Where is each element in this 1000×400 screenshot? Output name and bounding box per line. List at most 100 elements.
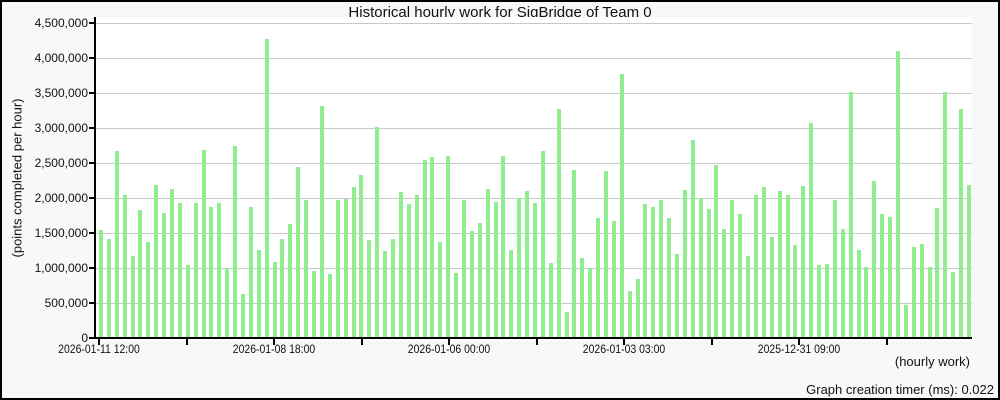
bar bbox=[856, 250, 861, 337]
bar bbox=[682, 190, 687, 337]
bar bbox=[193, 203, 198, 337]
y-axis-tick bbox=[89, 162, 94, 164]
y-axis-tick-label: 3,000,000 bbox=[34, 121, 88, 135]
bar bbox=[714, 165, 719, 337]
bar bbox=[785, 195, 790, 337]
y-axis-tick bbox=[89, 197, 94, 199]
bar bbox=[319, 106, 324, 337]
bar bbox=[667, 218, 672, 337]
bar bbox=[312, 271, 317, 337]
x-axis-tick bbox=[185, 339, 188, 345]
x-axis-tick bbox=[273, 339, 276, 345]
y-axis-tick-label: 3,500,000 bbox=[34, 86, 88, 100]
gridline bbox=[96, 198, 972, 199]
bar bbox=[572, 170, 577, 337]
bar bbox=[556, 109, 561, 337]
plot-area bbox=[94, 17, 972, 339]
y-axis-tick-label: 1,500,000 bbox=[34, 226, 88, 240]
y-axis-tick bbox=[89, 267, 94, 269]
bar bbox=[959, 109, 964, 337]
bar bbox=[730, 200, 735, 337]
y-axis-tick bbox=[89, 22, 94, 24]
bar bbox=[454, 273, 459, 337]
x-axis-tick-label: 2026-01-06 00:00 bbox=[407, 342, 491, 356]
bar bbox=[540, 151, 545, 337]
bar bbox=[106, 239, 111, 337]
gridline bbox=[96, 93, 972, 94]
y-axis-tick-label: 1,000,000 bbox=[34, 261, 88, 275]
bar bbox=[533, 203, 537, 337]
bar bbox=[722, 229, 727, 337]
bar bbox=[461, 200, 466, 337]
bar bbox=[706, 209, 711, 337]
bar bbox=[304, 200, 309, 337]
bar bbox=[375, 127, 380, 337]
bar bbox=[272, 262, 277, 337]
gridline bbox=[96, 58, 972, 59]
bar bbox=[185, 265, 190, 337]
bar bbox=[154, 185, 159, 337]
bar bbox=[422, 160, 427, 337]
bar bbox=[769, 237, 774, 337]
bar bbox=[493, 202, 498, 337]
bar bbox=[248, 207, 253, 337]
bar bbox=[895, 51, 900, 337]
bar bbox=[288, 224, 293, 337]
bar bbox=[801, 186, 806, 337]
bar bbox=[398, 192, 403, 337]
gridline bbox=[96, 163, 972, 164]
gridline bbox=[96, 23, 972, 24]
bar bbox=[840, 229, 845, 337]
x-axis-tick bbox=[535, 339, 538, 345]
bar bbox=[122, 195, 127, 337]
bar bbox=[256, 250, 261, 337]
bar bbox=[564, 312, 569, 337]
bar bbox=[438, 242, 443, 337]
bar bbox=[177, 203, 182, 337]
x-axis-tick bbox=[623, 339, 626, 345]
x-axis-tick-label: 2025-12-31 09:00 bbox=[758, 342, 841, 356]
bar bbox=[738, 214, 743, 337]
bar bbox=[761, 187, 766, 337]
bar bbox=[580, 258, 585, 337]
bar bbox=[943, 92, 948, 337]
x-axis-tick-label: 2026-01-08 18:00 bbox=[232, 342, 316, 356]
bar bbox=[162, 213, 167, 337]
bar bbox=[241, 294, 246, 337]
bar bbox=[114, 151, 119, 337]
bar bbox=[824, 264, 829, 337]
chart-title: Historical hourly work for SigBridge of … bbox=[348, 4, 652, 21]
bar bbox=[351, 187, 356, 337]
bar bbox=[643, 204, 648, 337]
y-axis-tick-label: 0 bbox=[81, 331, 88, 345]
bar bbox=[627, 291, 632, 337]
bar bbox=[935, 208, 940, 337]
y-axis-tick bbox=[89, 127, 94, 129]
x-axis-tick bbox=[798, 339, 801, 345]
bar bbox=[217, 203, 222, 337]
y-axis-tick bbox=[89, 57, 94, 59]
bar bbox=[130, 256, 135, 337]
bar bbox=[872, 181, 877, 337]
bar bbox=[548, 263, 553, 337]
x-axis-note: (hourly work) bbox=[894, 354, 970, 369]
y-axis-tick bbox=[89, 337, 94, 339]
bar bbox=[390, 239, 395, 337]
bar bbox=[296, 167, 301, 337]
bar bbox=[753, 195, 758, 337]
bar bbox=[359, 175, 364, 337]
y-axis-tick bbox=[89, 232, 94, 234]
bar bbox=[809, 123, 814, 337]
bar bbox=[951, 272, 956, 337]
bar bbox=[911, 247, 916, 337]
bar bbox=[406, 204, 411, 337]
x-axis-tick-label: 2026-01-11 12:00 bbox=[58, 342, 140, 356]
bar bbox=[698, 198, 703, 337]
bar bbox=[469, 231, 474, 337]
bar bbox=[414, 195, 419, 337]
bar bbox=[485, 189, 490, 337]
bar bbox=[201, 150, 206, 337]
bar bbox=[675, 254, 680, 337]
bar bbox=[919, 244, 924, 337]
bar bbox=[793, 245, 798, 337]
